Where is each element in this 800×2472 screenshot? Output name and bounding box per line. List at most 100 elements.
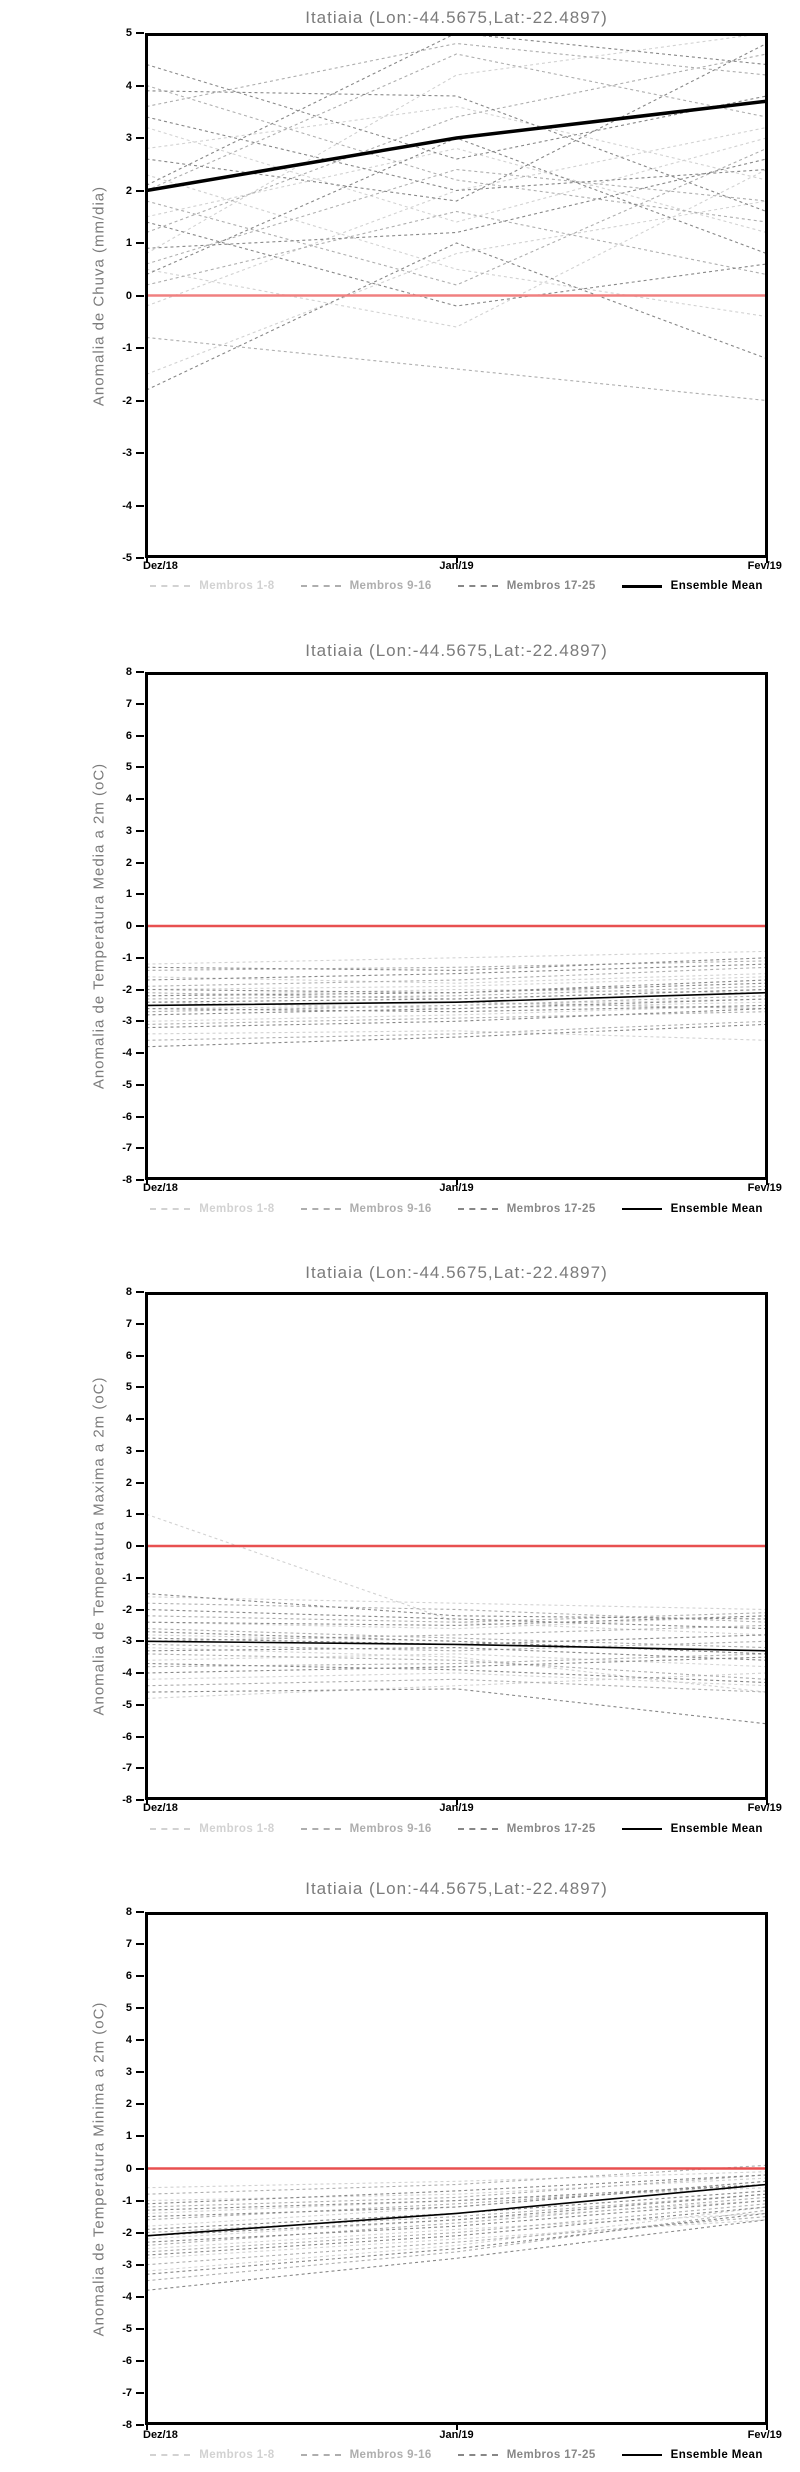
y-tick-mark (136, 1608, 144, 1611)
legend-item: Membros 17-25 (457, 580, 596, 592)
legend-label: Membros 17-25 (506, 1203, 596, 1215)
y-tick-mark (136, 2167, 144, 2170)
y-tick-mark (136, 2424, 144, 2426)
member-line (146, 53, 767, 234)
member-line-swatch-icon (457, 1208, 498, 1210)
chart-title: Itatiaia (Lon:-44.5675,Lat:-22.4897) (305, 1263, 608, 1282)
member-line (146, 174, 767, 318)
y-tick-label: 5 (125, 761, 132, 774)
y-tick-mark (136, 1943, 144, 1946)
y-tick-mark (136, 829, 144, 832)
chart-title: Itatiaia (Lon:-44.5675,Lat:-22.4897) (305, 1879, 608, 1898)
x-tick-mark (145, 1799, 148, 1805)
y-tick-mark (136, 671, 144, 673)
x-tick-mark (455, 1799, 458, 1805)
y-tick-mark (136, 189, 144, 192)
y-tick-mark (136, 2359, 144, 2362)
member-line (146, 973, 767, 984)
plot-area (145, 672, 768, 1180)
y-tick-label: 4 (125, 79, 132, 92)
y-tick-label: 7 (125, 697, 132, 710)
legend-label: Membros 1-8 (199, 1203, 275, 1215)
y-tick-label: -1 (122, 951, 132, 964)
member-line (146, 53, 767, 192)
member-line (146, 1640, 767, 1652)
member-line (146, 242, 767, 391)
y-tick-label: 1 (125, 237, 132, 249)
y-tick-mark (136, 988, 144, 991)
member-line (146, 1596, 767, 1611)
y-tick-mark (136, 1083, 144, 1086)
member-line (146, 1602, 767, 1623)
ensemble-mean-line (146, 1640, 767, 1652)
member-line (146, 2212, 767, 2275)
y-tick-mark (136, 1481, 144, 1484)
y-tick-label: -4 (122, 1047, 132, 1059)
y-tick-mark (136, 1513, 144, 1516)
x-tick-mark (145, 1179, 148, 1185)
chart-title: Itatiaia (Lon:-44.5675,Lat:-22.4897) (305, 8, 608, 27)
member-line (146, 979, 767, 994)
member-line (146, 1612, 767, 1623)
y-tick-label: -5 (122, 552, 132, 564)
y-tick-mark (136, 1291, 144, 1293)
y-tick-label: -2 (122, 2226, 132, 2239)
legend-label: Membros 17-25 (506, 2449, 596, 2461)
y-tick-mark (136, 399, 144, 402)
legend-label: Membros 9-16 (349, 1823, 432, 1835)
member-line (146, 1008, 767, 1029)
member-line (146, 126, 767, 223)
legend-item: Ensemble Mean (621, 1823, 763, 1835)
y-tick-mark (136, 347, 144, 349)
member-line (146, 2219, 767, 2259)
y-tick-mark (136, 1449, 144, 1452)
y-tick-label: 4 (125, 793, 132, 805)
x-tick-mark (145, 557, 148, 563)
member-line (146, 2196, 767, 2246)
y-tick-mark (136, 1545, 144, 1547)
member-line (146, 2219, 767, 2291)
legend-label: Membros 9-16 (349, 1203, 432, 1215)
plot-area (145, 33, 768, 558)
member-line (146, 169, 767, 328)
legend-label: Membros 9-16 (349, 2449, 432, 2461)
y-tick-mark (136, 2007, 144, 2010)
y-tick-label: -1 (122, 2194, 132, 2207)
plot-svg (145, 33, 768, 558)
y-tick-mark (136, 2135, 144, 2138)
member-line (146, 1672, 767, 1699)
x-tick-label: Dez/18 (143, 560, 178, 572)
y-tick-label: 7 (125, 1317, 132, 1330)
y-tick-mark (136, 1735, 144, 1738)
member-line (146, 2174, 767, 2208)
y-tick-label: 1 (125, 2130, 132, 2143)
y-tick-mark (136, 861, 144, 864)
member-line (146, 2177, 767, 2202)
y-tick-mark (136, 557, 144, 559)
legend-item: Membros 17-25 (457, 2449, 596, 2461)
y-tick-label: 3 (125, 1444, 132, 1457)
member-line (146, 33, 767, 186)
member-line (146, 985, 767, 1000)
x-tick-mark (765, 1799, 768, 1805)
ensemble-mean-line (146, 2183, 767, 2237)
x-tick-label: Dez/18 (143, 1802, 178, 1814)
member-line (146, 950, 767, 965)
member-line (146, 168, 767, 265)
member-line (146, 42, 767, 108)
legend-label: Membros 17-25 (506, 580, 596, 592)
member-line (146, 1023, 767, 1048)
y-tick-label: -2 (122, 394, 132, 407)
member-line (146, 988, 767, 1000)
y-tick-label: -7 (122, 1142, 132, 1155)
y-tick-mark (136, 32, 144, 34)
plot-svg (145, 1912, 768, 2425)
chart-panel: Itatiaia (Lon:-44.5675,Lat:-22.4897) Ano… (0, 0, 800, 605)
member-line (146, 2209, 767, 2282)
y-tick-label: -8 (122, 1794, 132, 1806)
legend-item: Membros 9-16 (300, 1203, 432, 1215)
legend-label: Membros 1-8 (199, 580, 275, 592)
plot-frame (145, 672, 768, 1180)
ensemble-mean-swatch-icon (621, 1208, 662, 1210)
member-line (146, 90, 767, 213)
